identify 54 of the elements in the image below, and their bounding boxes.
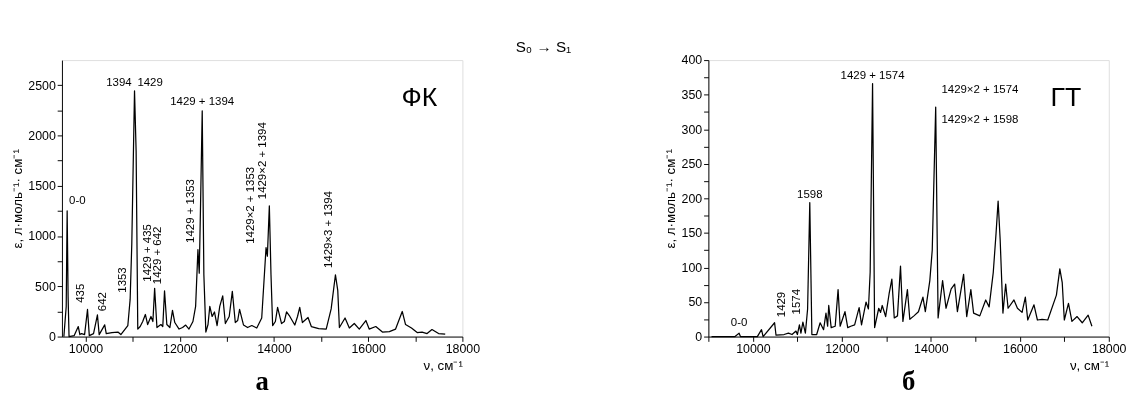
y-axis-title: ε, л·моль⁻¹· см⁻¹ <box>662 148 678 249</box>
x-axis-title: ν, см⁻¹ <box>423 358 464 374</box>
annotation: 0-0 <box>69 194 86 207</box>
y-tick-label: 250 <box>681 157 703 172</box>
y-tick-label: 400 <box>681 53 703 68</box>
x-tick-label: 16000 <box>1003 342 1038 357</box>
x-tick-label: 10000 <box>68 342 104 357</box>
y-tick-label: 2500 <box>28 78 56 93</box>
x-tick-label: 14000 <box>914 342 949 357</box>
annotation: 1429×2 + 1598 <box>941 113 1019 126</box>
y-tick-label: 300 <box>681 122 703 137</box>
x-axis-title: ν, см⁻¹ <box>1069 358 1110 374</box>
text: S₀ → S₁ <box>515 37 572 55</box>
annotation: 1429 <box>137 76 163 88</box>
y-tick-label: 500 <box>35 279 56 294</box>
y-tick-label: 0 <box>695 329 703 344</box>
annotation: 1429 + 435 <box>140 224 153 282</box>
annotation: 1429×2 + 1394 <box>255 121 268 200</box>
annotation: 1429×2 + 1353 <box>243 166 256 244</box>
annotation: 1429×3 + 1394 <box>321 190 334 269</box>
annotation: 1574 <box>790 288 803 315</box>
x-tick-label: 14000 <box>257 342 292 357</box>
y-tick-label: 2000 <box>28 128 56 143</box>
x-tick-label: 10000 <box>736 342 771 357</box>
annotation: ГТ <box>1050 81 1082 112</box>
y-tick-label: 100 <box>681 260 703 275</box>
y-axis-title: ε, л·моль⁻¹· см⁻¹ <box>9 148 25 249</box>
annotation: 1429×2 + 1574 <box>941 82 1020 95</box>
annotation: 1598 <box>797 187 823 200</box>
x-tick-label: 12000 <box>825 342 860 357</box>
text: а <box>255 365 269 396</box>
y-tick-label: 1500 <box>28 179 56 194</box>
annotation: 1429 + 1353 <box>184 179 197 243</box>
annotation: ФК <box>401 81 438 112</box>
y-tick-label: 1000 <box>28 229 56 244</box>
text: б <box>901 365 916 396</box>
y-tick-label: 0 <box>48 329 56 344</box>
x-tick-label: 16000 <box>351 342 386 357</box>
annotation: 1429 <box>775 291 788 318</box>
annotation: 1353 <box>116 267 129 293</box>
annotation: 1429 + 1574 <box>840 68 906 81</box>
annotation: 642 <box>96 292 109 312</box>
annotation: 1394 <box>106 76 133 88</box>
annotation: 1429 + 642 <box>150 226 163 285</box>
x-tick-label: 12000 <box>163 342 198 357</box>
y-tick-label: 350 <box>681 87 703 102</box>
y-tick-label: 50 <box>688 295 703 310</box>
annotation: 0-0 <box>730 316 748 329</box>
annotation: 1429 + 1394 <box>170 95 235 108</box>
x-tick-label: 18000 <box>445 342 481 357</box>
x-tick-label: 18000 <box>1092 342 1127 357</box>
y-tick-label: 200 <box>681 191 703 206</box>
annotation: 435 <box>73 283 86 303</box>
y-tick-label: 150 <box>681 226 703 241</box>
